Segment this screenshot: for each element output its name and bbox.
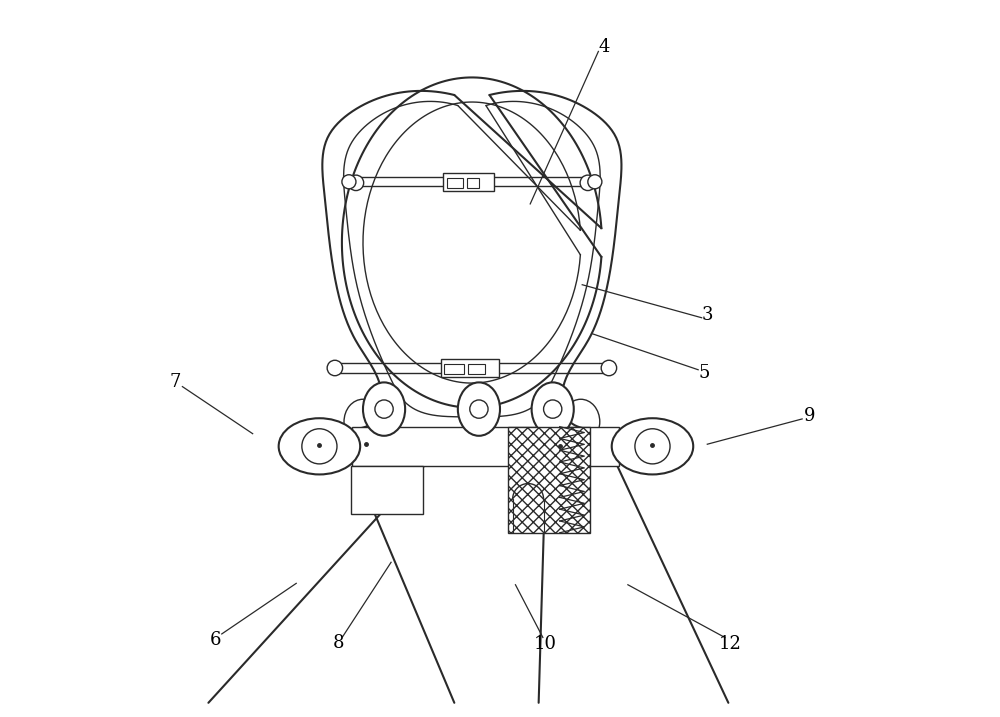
- Text: 10: 10: [534, 635, 557, 653]
- Circle shape: [635, 429, 670, 464]
- Text: 3: 3: [702, 306, 713, 324]
- Ellipse shape: [363, 382, 405, 436]
- Circle shape: [348, 175, 364, 191]
- Circle shape: [375, 400, 393, 418]
- Text: 8: 8: [333, 634, 344, 652]
- Text: 6: 6: [210, 630, 221, 649]
- Circle shape: [342, 175, 356, 189]
- Text: 4: 4: [598, 37, 610, 55]
- Bar: [468, 364, 485, 374]
- Bar: [447, 178, 463, 188]
- Text: 7: 7: [170, 374, 181, 391]
- Circle shape: [601, 360, 617, 376]
- Circle shape: [470, 400, 488, 418]
- Text: 12: 12: [719, 635, 742, 653]
- Bar: [444, 364, 464, 374]
- Circle shape: [302, 429, 337, 464]
- Bar: [441, 359, 499, 377]
- Ellipse shape: [458, 382, 500, 436]
- Circle shape: [544, 400, 562, 418]
- Ellipse shape: [532, 382, 574, 436]
- Ellipse shape: [612, 418, 693, 475]
- Ellipse shape: [279, 418, 360, 475]
- Circle shape: [588, 175, 602, 189]
- Bar: [508, 427, 590, 533]
- Circle shape: [580, 175, 596, 191]
- Bar: [443, 173, 494, 191]
- Text: 5: 5: [698, 364, 709, 381]
- Bar: [467, 178, 479, 188]
- Text: 9: 9: [803, 407, 815, 425]
- Circle shape: [327, 360, 343, 376]
- Bar: [352, 427, 619, 466]
- Bar: [351, 466, 423, 514]
